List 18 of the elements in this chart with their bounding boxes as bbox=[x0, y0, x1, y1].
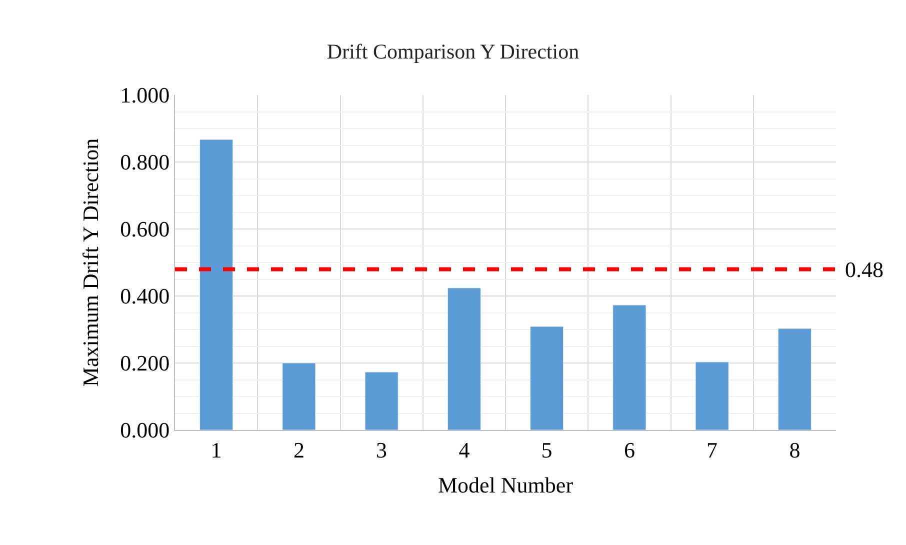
x-axis-title: Model Number bbox=[438, 472, 574, 498]
x-tick-label: 7 bbox=[706, 437, 718, 462]
x-tick-label: 4 bbox=[458, 437, 470, 462]
x-tick-label: 5 bbox=[541, 437, 552, 462]
x-tick-label: 8 bbox=[789, 437, 800, 462]
y-axis-title: Maximum Drift Y Direction bbox=[78, 138, 103, 387]
y-tick-label: 0.200 bbox=[120, 350, 170, 376]
chart-title: Drift Comparison Y Direction bbox=[326, 39, 580, 64]
y-tick-label: 0.400 bbox=[120, 284, 170, 309]
ref-line-label: 0.48 bbox=[845, 257, 884, 282]
y-tick-label: 0.600 bbox=[120, 216, 170, 242]
x-tick-label: 2 bbox=[293, 437, 304, 462]
x-tick-label: 1 bbox=[210, 437, 222, 462]
y-tick-label: 0.800 bbox=[120, 150, 170, 175]
y-tick-label: 1.000 bbox=[120, 82, 170, 108]
x-tick-label: 6 bbox=[624, 437, 635, 462]
x-tick-label: 3 bbox=[376, 437, 388, 462]
y-tick-label: 0.000 bbox=[120, 418, 170, 443]
